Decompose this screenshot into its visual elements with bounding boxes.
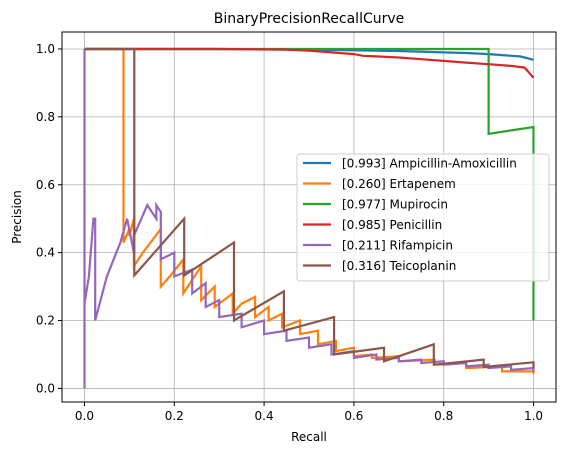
- chart-title: BinaryPrecisionRecallCurve: [214, 11, 405, 27]
- y-tick-label: 0.8: [36, 110, 55, 124]
- legend-label-5: [0.316] Teicoplanin: [342, 259, 456, 273]
- legend-label-1: [0.260] Ertapenem: [342, 177, 456, 191]
- x-tick-label: 0.0: [75, 409, 94, 423]
- y-tick-label: 0.6: [36, 178, 55, 192]
- y-tick-label: 0.0: [36, 381, 55, 395]
- legend-box: [296, 153, 550, 282]
- plot-frame: [61, 31, 557, 403]
- series-line-5: [84, 47, 535, 369]
- x-tick-label: 0.4: [255, 409, 274, 423]
- x-tick-label: 0.8: [434, 409, 453, 423]
- y-tick-label: 1.0: [36, 42, 55, 56]
- x-tick-label: 1.0: [524, 409, 543, 423]
- y-axis-label: Precision: [10, 190, 24, 244]
- legend-label-3: [0.985] Penicillin: [342, 218, 442, 232]
- legend-label-2: [0.977] Mupirocin: [342, 198, 448, 212]
- y-tick-label: 0.4: [36, 246, 55, 260]
- legend-label-4: [0.211] Rifampicin: [342, 239, 453, 253]
- y-axis-ticks: 0.0 0.2 0.4 0.6 0.8 1.0: [36, 42, 62, 395]
- x-axis-ticks: 0.0 0.2 0.4 0.6 0.8 1.0: [75, 402, 543, 423]
- series-lines: [83, 47, 535, 389]
- legend: [0.993] Ampicillin-Amoxicillin [0.260] Er…: [296, 153, 550, 282]
- x-tick-label: 0.2: [165, 409, 184, 423]
- x-tick-label: 0.6: [344, 409, 363, 423]
- series-line-4: [83, 49, 535, 389]
- x-axis-label: Recall: [291, 430, 327, 444]
- y-tick-label: 0.2: [36, 314, 55, 328]
- legend-label-0: [0.993] Ampicillin-Amoxicillin: [342, 157, 517, 171]
- series-line-3: [84, 47, 535, 79]
